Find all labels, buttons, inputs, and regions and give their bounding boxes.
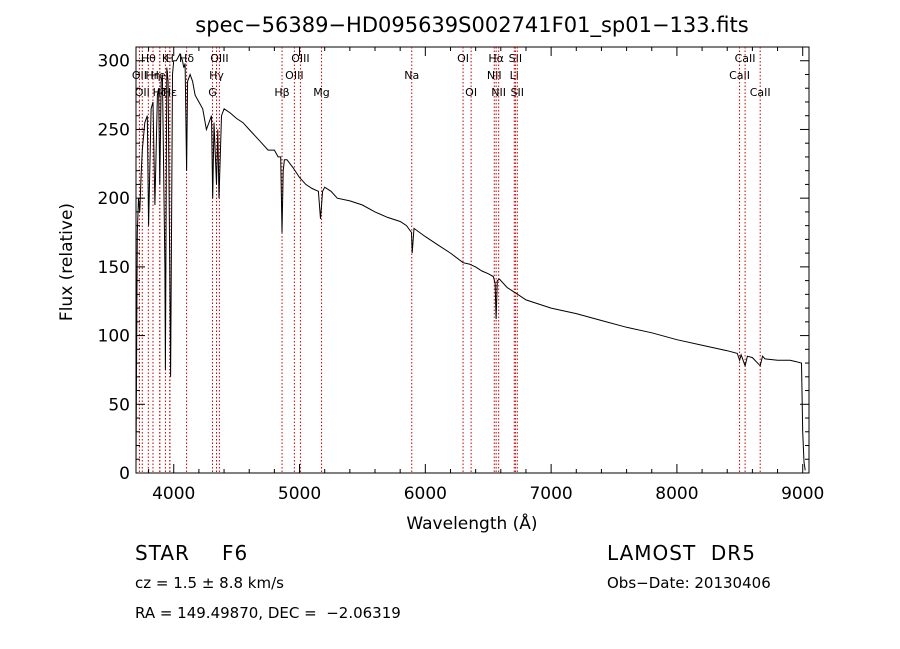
line-marker-label: OIII: [291, 52, 309, 65]
y-tick-label: 200: [98, 189, 130, 209]
line-marker-label: G: [208, 86, 217, 99]
line-marker-label: Hθ: [141, 52, 156, 65]
survey-name: LAMOST DR5: [607, 541, 756, 565]
line-marker-label: NII: [491, 86, 506, 99]
y-tick-label: 50: [108, 395, 130, 415]
line-marker-label: OIII: [285, 69, 303, 82]
y-tick-label: 100: [98, 327, 130, 347]
line-marker-label: OI: [457, 52, 469, 65]
x-tick-label: 6000: [404, 484, 447, 504]
observation-date: Obs−Date: 20130406: [607, 574, 771, 592]
line-marker-label: Mg: [313, 86, 329, 99]
line-marker-label: Li: [510, 69, 519, 82]
line-marker-label: SII: [511, 86, 524, 99]
x-tick-label: 9000: [781, 484, 824, 504]
x-tick-label: 8000: [655, 484, 698, 504]
line-marker-label: OIII: [210, 52, 228, 65]
y-tick-label: 0: [119, 464, 130, 484]
line-marker-label: Hε: [163, 86, 177, 99]
chart-title: spec−56389−HD095639S002741F01_sp01−133.f…: [195, 13, 748, 38]
redshift-velocity: cz = 1.5 ± 8.8 km/s: [135, 574, 284, 592]
sky-coordinates: RA = 149.49870, DEC = −2.06319: [135, 604, 401, 622]
line-marker-label: OII: [132, 69, 147, 82]
y-axis-ticks: 0 50 100 150 200 250 300: [98, 52, 809, 484]
line-marker-label: OI: [465, 86, 477, 99]
line-marker-label: K: [162, 52, 170, 65]
line-marker-label: OII: [135, 86, 150, 99]
x-axis-ticks: 4000 5000 6000 7000 8000 9000: [148, 47, 824, 504]
x-axis-label: Wavelength (Å): [406, 512, 537, 534]
line-marker-label: NII: [487, 69, 502, 82]
line-marker-label: CaII: [735, 52, 756, 65]
x-tick-label: 7000: [529, 484, 572, 504]
line-marker-label: Hη: [145, 69, 160, 82]
line-marker-label: Hζ: [153, 86, 167, 99]
line-markers: OIIOIIHθHηHeIHζKHHεHδGHγOIIIHβOIIIOIIIMg…: [132, 47, 771, 473]
line-marker-label: CaII: [729, 69, 750, 82]
line-marker-label: Hγ: [209, 69, 224, 82]
line-marker-label: Na: [404, 69, 419, 82]
object-subclass: F6: [222, 541, 249, 565]
object-class: STAR: [135, 541, 190, 565]
plot-frame: [135, 46, 810, 474]
y-tick-label: 150: [98, 258, 130, 278]
line-marker-label: Hβ: [274, 86, 289, 99]
y-tick-label: 300: [98, 52, 130, 72]
line-marker-label: Hα: [488, 52, 504, 65]
y-axis-label: Flux (relative): [57, 203, 77, 321]
line-marker-label: SII: [509, 52, 522, 65]
line-marker-label: CaII: [750, 86, 771, 99]
x-tick-label: 4000: [152, 484, 195, 504]
x-tick-label: 5000: [278, 484, 321, 504]
y-tick-label: 250: [98, 120, 130, 140]
spectrum-line: [135, 52, 806, 471]
